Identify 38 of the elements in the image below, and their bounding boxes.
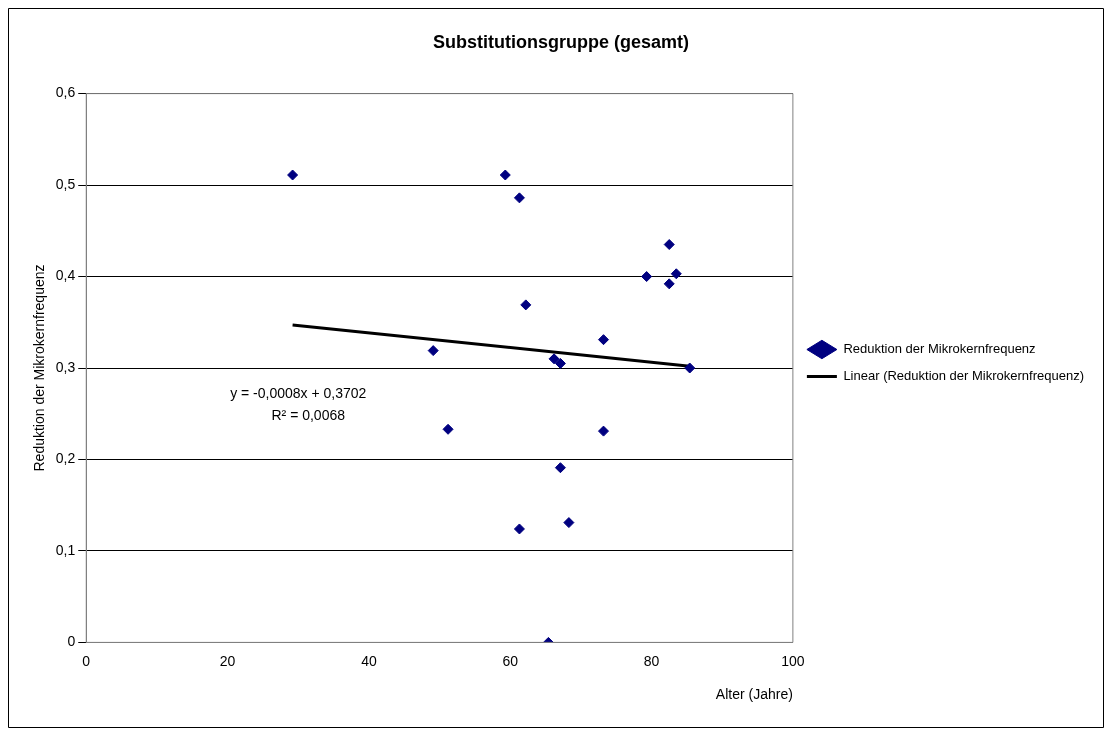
- annotation: y = -0,0008x + 0,3702: [230, 385, 367, 401]
- x-tick-label: 20: [219, 652, 236, 669]
- legend-label: Reduktion der Mikrokernfrequenz: [843, 341, 1036, 357]
- point: [548, 353, 560, 365]
- y-tick-label: 0,1: [55, 541, 76, 558]
- point: [554, 357, 566, 369]
- legend-label: Linear (Reduktion der Mikrokernfrequenz): [843, 368, 1085, 384]
- point: [684, 362, 696, 374]
- x-tick-label: 60: [502, 652, 519, 669]
- y-tick-label: 0,4: [55, 267, 76, 284]
- point: [427, 345, 439, 357]
- point: [598, 334, 610, 346]
- point: [663, 239, 675, 251]
- annotation: R² = 0,0068: [271, 407, 346, 423]
- point: [554, 462, 566, 474]
- point: [513, 523, 525, 535]
- point: [520, 299, 532, 311]
- point: [563, 517, 575, 529]
- point: [663, 278, 675, 290]
- y-tick-label: 0,6: [55, 84, 76, 101]
- y-axis-title: Reduktion der Mikrokernfrequenz: [31, 264, 48, 472]
- point: [442, 423, 454, 435]
- chart-title: Substitutionsgruppe (gesamt): [433, 31, 689, 52]
- point: [598, 425, 610, 437]
- y-tick-label: 0: [67, 633, 76, 650]
- y-tick-label: 0,3: [55, 358, 76, 375]
- y-tick-label: 0,2: [55, 450, 76, 467]
- point: [287, 169, 299, 181]
- x-tick-label: 0: [82, 652, 91, 669]
- point: [641, 271, 653, 283]
- point: [513, 192, 525, 204]
- x-axis-title: Alter (Jahre): [715, 686, 793, 703]
- point: [499, 169, 511, 181]
- x-tick-label: 100: [781, 652, 805, 669]
- x-tick-label: 40: [361, 652, 377, 669]
- y-tick-label: 0,5: [55, 175, 76, 192]
- x-tick-label: 80: [643, 652, 660, 669]
- point: [670, 268, 682, 280]
